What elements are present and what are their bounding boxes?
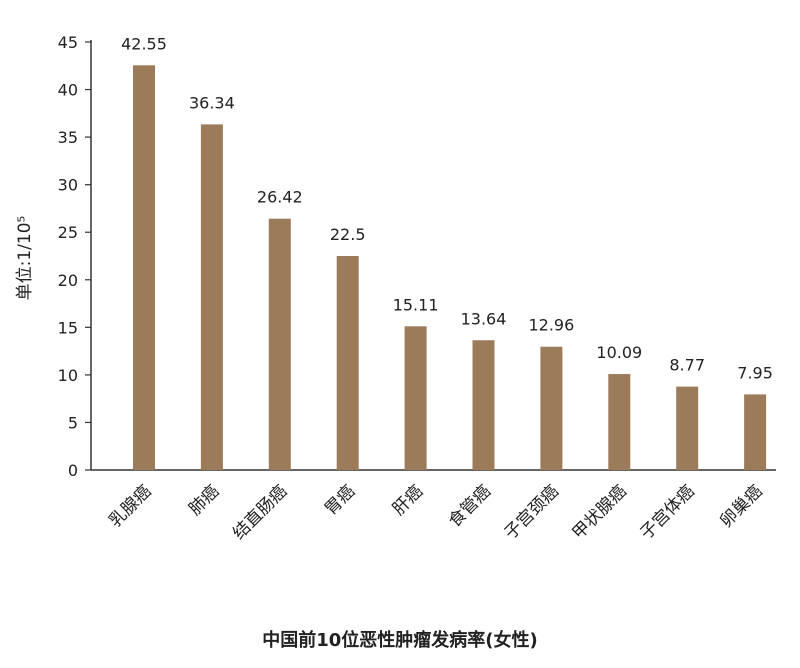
data-label: 42.55 (121, 34, 167, 53)
y-tick-label: 25 (58, 223, 78, 242)
y-tick-label: 45 (58, 33, 78, 52)
data-label: 13.64 (461, 309, 507, 328)
bar (676, 386, 699, 470)
data-label: 10.09 (596, 343, 642, 362)
category-label: 食管癌 (445, 481, 495, 531)
y-tick-label: 0 (68, 461, 78, 480)
bar-series (133, 65, 767, 471)
bar (404, 326, 427, 470)
bar (472, 340, 495, 470)
category-label: 胃癌 (321, 481, 359, 519)
category-labels: 乳腺癌 肺癌 结直肠癌 胃癌 肝癌 食管癌 子宫颈癌 甲状腺癌 子宫体癌 卵巢癌 (105, 481, 766, 543)
bar (336, 256, 359, 470)
data-labels: 42.55 36.34 26.42 22.5 15.11 13.64 12.96 10.09 8… (121, 34, 773, 382)
y-tick-label: 20 (58, 271, 78, 290)
category-label: 卵巢癌 (716, 481, 766, 531)
data-label: 7.95 (737, 363, 773, 382)
category-label: 子宫颈癌 (501, 481, 563, 543)
bar (540, 346, 563, 470)
y-axis: 0 5 10 15 20 25 30 35 40 45 (58, 33, 92, 480)
data-label: 22.5 (330, 225, 366, 244)
data-label: 15.11 (393, 295, 439, 314)
bar-chart: 0 5 10 15 20 25 30 35 40 45 42.55 36.34 26.42 22.5 15… (15, 33, 776, 544)
y-tick-label: 5 (68, 413, 78, 432)
y-axis-label: 单位:1/10⁵ (15, 216, 35, 301)
data-label: 36.34 (189, 93, 235, 112)
category-label: 甲状腺癌 (569, 481, 631, 543)
category-label: 子宫体癌 (637, 481, 699, 543)
y-tick-label: 30 (58, 176, 78, 195)
data-label: 8.77 (669, 356, 705, 375)
bar (200, 124, 223, 471)
bar (608, 374, 631, 470)
category-label: 肝癌 (389, 481, 427, 519)
y-tick-label: 15 (58, 318, 78, 337)
bar (133, 65, 155, 471)
category-label: 肺癌 (185, 481, 223, 519)
y-tick-label: 35 (58, 128, 78, 147)
category-label: 结直肠癌 (229, 481, 291, 543)
category-label: 乳腺癌 (105, 481, 155, 531)
data-label: 26.42 (257, 188, 303, 207)
chart-title: 中国前10位恶性肿瘤发病率(女性) (262, 630, 538, 651)
bar (744, 394, 767, 470)
data-label: 12.96 (528, 316, 574, 335)
y-tick-label: 10 (58, 366, 78, 385)
y-tick-label: 40 (58, 81, 78, 100)
bar (268, 218, 291, 470)
